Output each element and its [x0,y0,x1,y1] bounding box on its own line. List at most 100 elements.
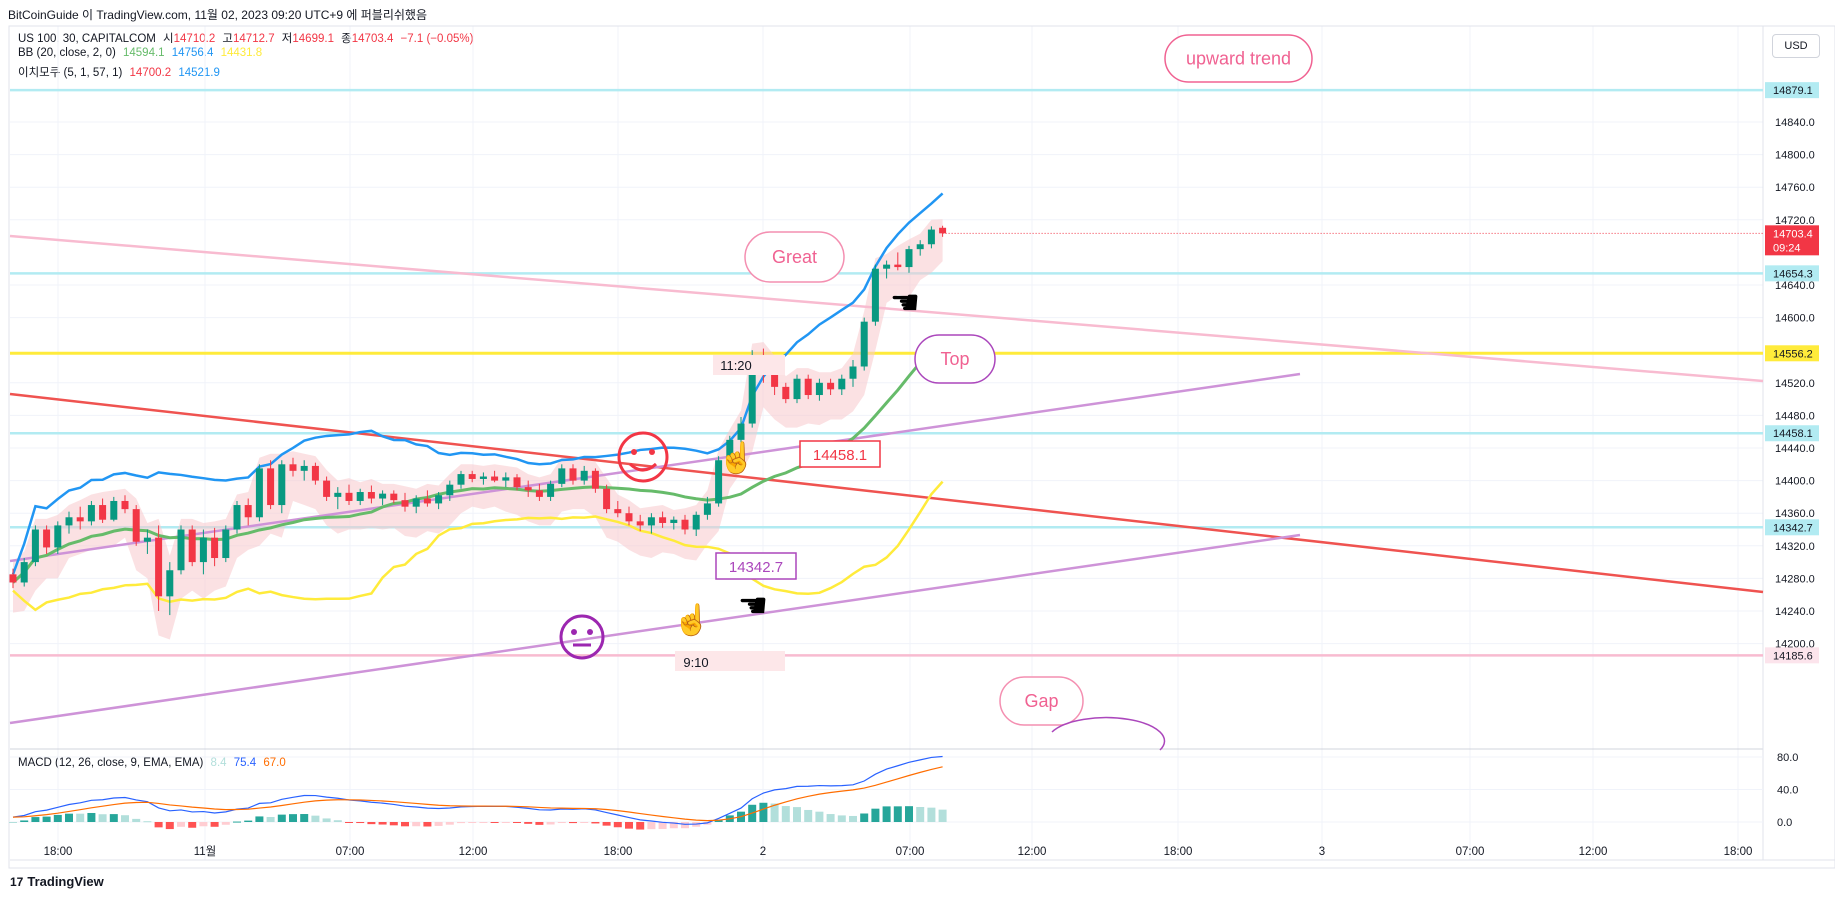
level-high-box [799,440,881,468]
candle-body [255,468,263,518]
candle-body [502,477,510,481]
macd-histogram-bar [177,822,185,827]
price-axis-tick: 14400.0 [1775,476,1815,488]
macd-histogram-bar [401,822,409,827]
partial-bubble [1051,716,1166,751]
macd-signal-line [12,766,943,822]
macd-histogram-bar [681,822,689,829]
top-bubble [914,334,996,384]
candle-body [681,519,689,530]
candle-body [435,495,443,504]
candle-body [367,492,375,499]
macd-histogram-bar [602,822,611,826]
pointing-hand-icon: ☚ [890,284,920,322]
time-axis-tick: 18:00 [1164,846,1193,858]
legend-ichimoku-a: 14700.2 [129,67,172,79]
candle-body [927,229,935,245]
legend-low: 14699.1 [292,33,334,45]
currency-button[interactable]: USD [1772,34,1820,58]
candle-body [647,517,655,526]
candle-body [43,529,51,548]
smiley-face [617,431,669,483]
price-badge [1765,82,1819,99]
price-badge-label: 14556.2 [1773,348,1813,360]
candle-body [99,505,107,520]
macd-histogram-bar [143,821,152,823]
bb-upper-band [11,192,944,575]
tradingview-brand: TradingView [27,874,104,889]
legend-close: 14703.4 [351,33,394,45]
macd-histogram-bar [266,817,275,822]
macd-histogram-bar [367,822,376,825]
candle-body [446,484,454,496]
legend-ichimoku-b: 14521.9 [178,67,220,79]
candle-body [468,474,476,479]
macd-histogram-bar [412,822,421,827]
candle-body [748,356,756,424]
legend-low-label: 저 [281,33,293,45]
gap-bubble [999,676,1084,726]
macd-histogram-bar [826,814,835,822]
pointing-hand-icon: ☚ [738,587,768,625]
price-badge-label: 14654.3 [1773,268,1813,280]
candle-body [177,529,185,571]
candle-body [939,227,947,234]
macd-axis-tick: 0.0 [1777,817,1792,829]
macd-histogram-bar [882,806,891,822]
price-badge [1765,225,1819,256]
candle-body [334,492,342,497]
macd-histogram-bar [255,816,264,822]
time-high-label: 11:20 [720,358,752,373]
macd-histogram-bar [121,815,129,822]
macd-histogram-bar [468,822,477,823]
time-axis: 18:00 11월 07:00 12:00 18:00 2 07:00 12:00 18:00 3… [44,845,1753,858]
macd-histogram-bar [770,803,779,822]
legend-macd: MACD (12, 26, close, 9, EMA, EMA) 8.4 75… [18,757,286,769]
candle-body [815,382,823,396]
macd-histogram-bar [714,819,723,822]
neutral-eye [587,629,593,635]
great-bubble [744,231,845,283]
price-axis-tick: 14440.0 [1775,443,1815,455]
macd-histogram-bar [378,822,387,825]
legend-ichimoku: 이치모쿠 (5, 1, 57, 1) 14700.2 14521.9 [18,64,220,80]
price-axis-tick: 14720.0 [1775,215,1815,227]
macd-histogram-bar [636,822,645,830]
tradingview-logo[interactable]: 17 TradingView [10,874,104,889]
time-axis-tick: 12:00 [459,846,488,858]
macd-histogram-bar [98,814,107,822]
price-axis-tick: 14240.0 [1775,606,1815,618]
candle-body [491,476,499,481]
legend-high-label: 고 [222,33,234,45]
macd-histogram-bar [154,822,163,828]
macd-histogram-bar [916,806,925,822]
macd-histogram-bar [277,814,286,822]
macd-histogram-bar [20,820,29,822]
smiley-mouth [628,462,658,472]
macd-histogram-bar [591,822,600,824]
bb-basis-line [11,336,944,584]
candle-body [233,505,241,530]
candle-body [356,492,364,501]
candle-body [188,529,196,563]
publish-header: BitCoinGuide 이 TradingView.com, 11월 02, … [8,8,427,22]
macd-histogram-bar [87,812,96,822]
macd-histogram-bar [647,822,656,830]
legend-open-label: 시 [163,33,174,45]
time-axis-tick: 07:00 [336,846,365,858]
smiley-icon [617,431,669,483]
candle-body [9,574,17,583]
time-low-bg [675,651,785,671]
macd-histogram-bar [613,822,622,828]
candle-body [132,509,140,542]
macd-histogram-bar [658,822,667,829]
upward-trend-label: upward trend [1186,49,1291,69]
legend-close-label: 종 [341,33,352,45]
time-axis-tick: 07:00 [896,846,925,858]
time-axis-tick: 2 [760,846,766,858]
macd-histogram-bar [445,822,454,825]
candle-body [54,525,62,548]
candle-body [603,488,611,510]
price-badge-label: 14342.7 [1773,522,1813,534]
